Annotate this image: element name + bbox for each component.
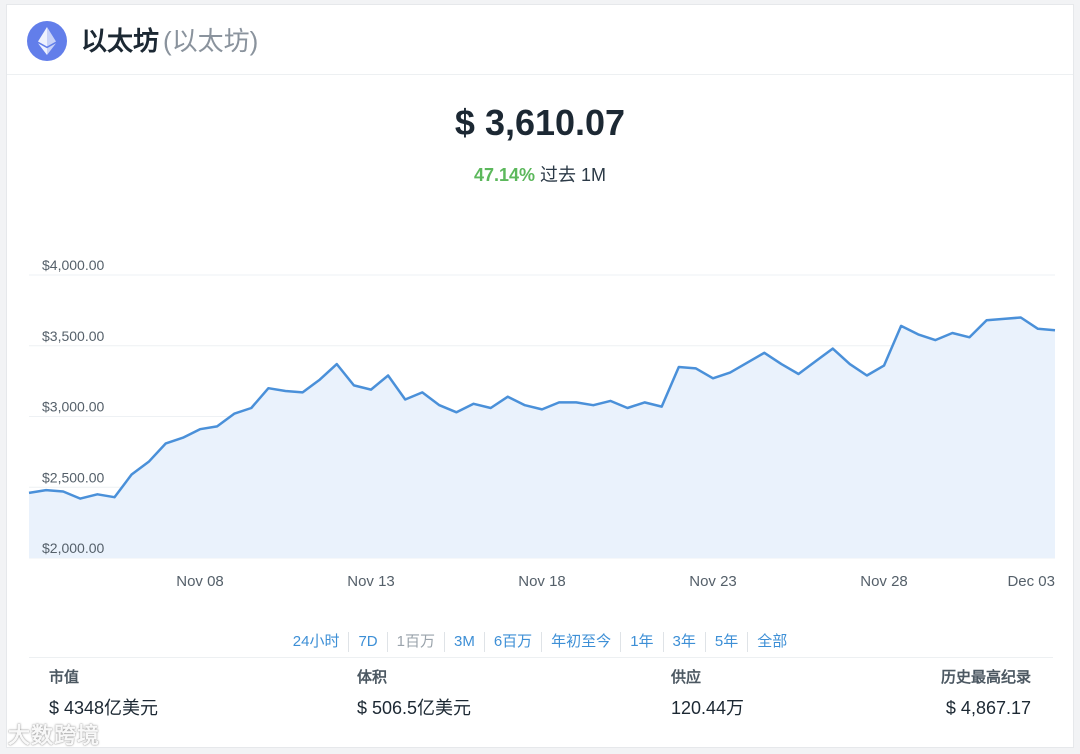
market-cap-label: 市值 <box>49 669 80 686</box>
volume-value: $ 506.5亿美元 <box>357 698 472 718</box>
volume-stat: 体积 $ 506.5亿美元 <box>357 667 471 721</box>
stats-divider <box>29 657 1053 658</box>
change-percent: 47.14% <box>473 165 536 185</box>
x-tick-label: Nov 28 <box>860 573 908 590</box>
y-tick-label: $4,000.00 <box>42 257 104 273</box>
price-chart: $2,000.00 $2,500.00 $3,000.00 $3,500.00 $4,0… <box>7 5 1075 610</box>
range-button-2[interactable]: 1百万 <box>386 632 444 652</box>
card-header: 以太坊 (以太坊) <box>7 5 1073 75</box>
change-period: 过去 1M <box>540 165 607 185</box>
coin-alias: (以太坊) <box>163 26 259 56</box>
ath-stat: 历史最高纪录 $ 4,867.17 <box>941 667 1031 721</box>
range-button-8[interactable]: 5年 <box>704 632 747 652</box>
range-button-7[interactable]: 3年 <box>662 632 705 652</box>
price-change: 47.14% 过去 1M <box>7 163 1073 187</box>
y-tick-label: $3,500.00 <box>42 328 104 344</box>
ath-label: 历史最高纪录 <box>940 669 1031 686</box>
x-tick-label: Nov 23 <box>689 573 737 590</box>
supply-stat: 供应 120.44万 <box>671 667 744 721</box>
coin-card: 以太坊 (以太坊) $ 3,610.07 47.14% 过去 1M $2,000… <box>6 4 1074 748</box>
x-tick-label: Nov 18 <box>518 573 566 590</box>
x-tick-label: Nov 13 <box>347 573 395 590</box>
volume-label: 体积 <box>357 669 388 686</box>
price-area-fill <box>29 317 1055 558</box>
x-tick-label: Dec 03 <box>1007 573 1055 590</box>
x-tick-label: Nov 08 <box>176 573 224 590</box>
range-button-3[interactable]: 3M <box>443 632 484 652</box>
supply-value: 120.44万 <box>671 698 745 718</box>
range-button-9[interactable]: 全部 <box>747 632 796 652</box>
current-price: $ 3,610.07 <box>454 102 626 143</box>
range-button-1[interactable]: 7D <box>348 632 386 652</box>
range-button-4[interactable]: 6百万 <box>483 632 541 652</box>
time-range-selector: 24小时 7D 1百万 3M 6百万 年初至今 1年 3年 5年 全部 <box>7 632 1073 652</box>
market-cap-value: $ 4348亿美元 <box>49 698 159 718</box>
range-button-0[interactable]: 24小时 <box>292 633 340 650</box>
market-cap-stat: 市值 $ 4348亿美元 <box>49 667 158 721</box>
ethereum-icon <box>27 21 67 61</box>
ath-value: $ 4,867.17 <box>945 698 1031 718</box>
y-tick-label: $3,000.00 <box>42 399 104 415</box>
supply-label: 供应 <box>671 669 702 686</box>
range-button-5[interactable]: 年初至今 <box>541 632 620 652</box>
coin-name: 以太坊 <box>81 26 160 56</box>
watermark-logo: 大数跨境 <box>8 723 101 748</box>
y-tick-label: $2,500.00 <box>42 469 104 485</box>
price-chart-svg: $2,000.00 $2,500.00 $3,000.00 $3,500.00 $4,0… <box>28 257 1056 590</box>
range-button-6[interactable]: 1年 <box>620 632 662 652</box>
y-tick-label: $2,000.00 <box>42 540 104 556</box>
price-line <box>28 316 1056 500</box>
